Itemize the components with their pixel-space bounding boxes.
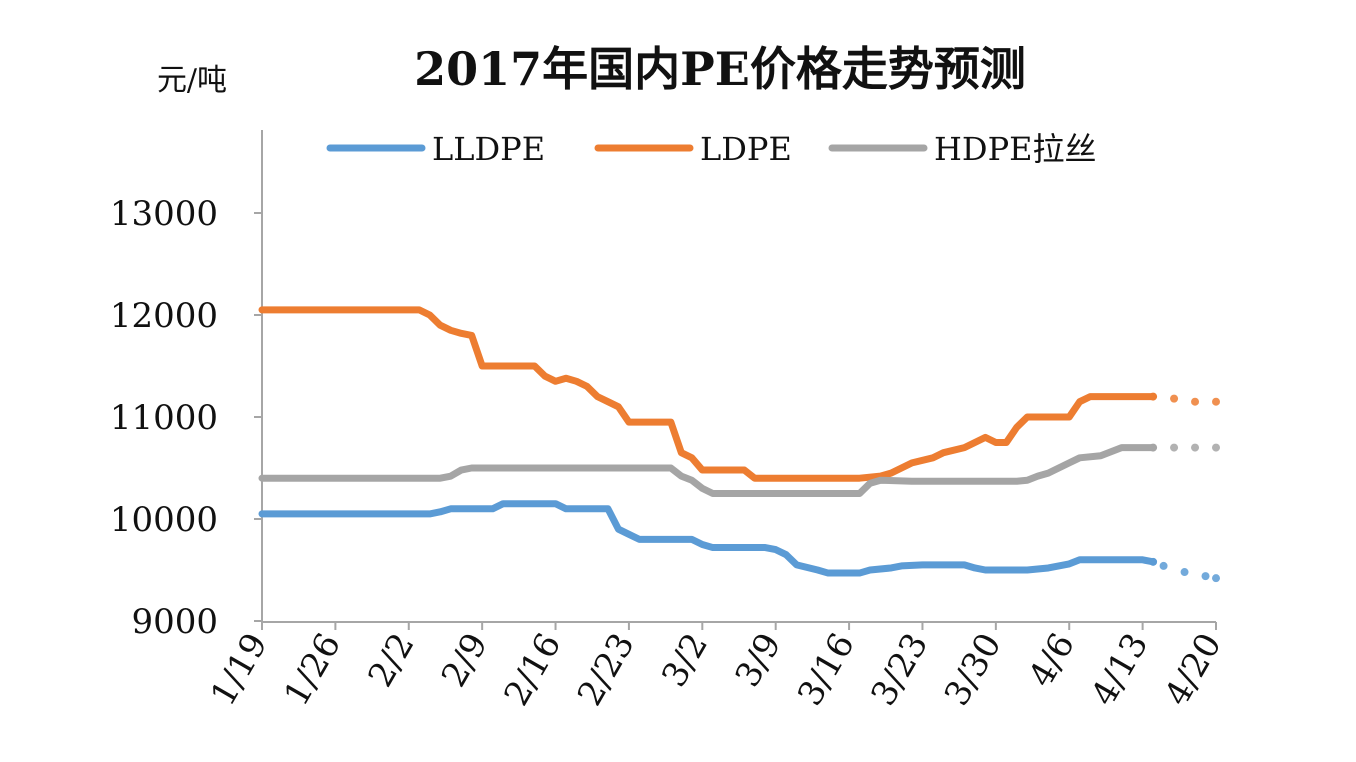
- x-tick-label: 4/20: [1157, 627, 1230, 713]
- series-layer: [258, 306, 1220, 583]
- series-line-2: [258, 444, 1157, 497]
- forecast-point: [1212, 443, 1220, 452]
- y-tick-label: 12000: [110, 296, 218, 336]
- forecast-point: [1212, 397, 1220, 406]
- legend-label: LLDPE: [432, 130, 545, 168]
- x-tick-label: 3/2: [654, 627, 716, 694]
- x-tick-label: 3/9: [727, 627, 789, 694]
- legend-label: LDPE: [700, 130, 792, 168]
- legend: LLDPE LDPE HDPE拉丝: [326, 130, 1096, 168]
- y-tick-label: 10000: [110, 500, 218, 540]
- y-tick-label: 13000: [110, 194, 218, 234]
- x-tick-label: 2/2: [361, 627, 423, 694]
- forecast-point: [1149, 557, 1158, 566]
- series-line-1: [258, 306, 1157, 482]
- forecast-point: [1191, 397, 1200, 406]
- forecast-point: [1159, 561, 1168, 570]
- x-tick-label: 3/23: [863, 627, 936, 713]
- forecast-point: [1149, 443, 1158, 452]
- x-tick-label: 2/16: [497, 627, 570, 713]
- x-tick-label: 2/23: [570, 627, 643, 713]
- forecast-point: [1201, 572, 1210, 581]
- y-axis-unit: 元/吨: [157, 63, 227, 98]
- forecast-point: [1170, 394, 1179, 403]
- series-line-0: [258, 500, 1157, 577]
- legend-label: HDPE拉丝: [934, 130, 1096, 168]
- x-tick-label: 4/6: [1021, 627, 1083, 694]
- x-tick-label: 3/16: [790, 627, 863, 713]
- forecast-point: [1149, 392, 1158, 401]
- x-tick-label: 1/26: [276, 627, 349, 713]
- x-tick-label: 4/13: [1084, 627, 1157, 713]
- y-tick-label: 11000: [110, 398, 218, 438]
- forecast-point: [1212, 574, 1220, 583]
- x-tick-label: 3/30: [937, 627, 1010, 713]
- forecast-point: [1170, 443, 1179, 452]
- x-tick-label: 2/9: [434, 627, 496, 694]
- forecast-point: [1191, 443, 1200, 452]
- chart-title: 2017年国内PE价格走势预测: [414, 42, 1026, 96]
- y-tick-label: 9000: [131, 602, 218, 642]
- forecast-point: [1180, 568, 1189, 577]
